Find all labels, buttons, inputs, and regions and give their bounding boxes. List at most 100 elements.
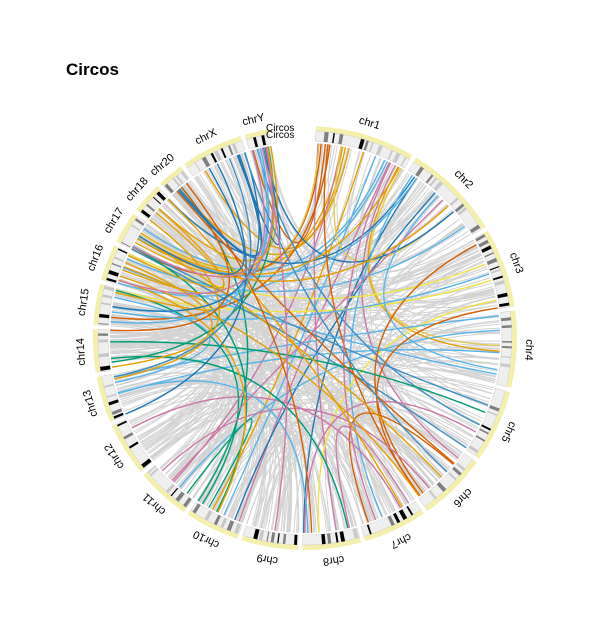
link-colored bbox=[158, 145, 278, 262]
chromosome-label-chr1: chr1 bbox=[357, 115, 381, 133]
ideogram-band bbox=[501, 340, 512, 343]
ideogram-band bbox=[400, 156, 407, 167]
link-grey bbox=[246, 417, 442, 525]
link-colored bbox=[111, 355, 349, 529]
link-colored bbox=[131, 396, 402, 509]
link-colored bbox=[167, 176, 416, 265]
ideogram-band bbox=[232, 143, 239, 154]
chromosome-label-chr10: chr10 bbox=[191, 528, 221, 551]
link-colored bbox=[383, 195, 498, 371]
ideogram-band bbox=[323, 131, 329, 143]
chromosome-label-chr2: chr2 bbox=[452, 168, 476, 192]
chromosome-label-chr5: chr5 bbox=[499, 420, 519, 444]
ideogram-band bbox=[131, 224, 141, 232]
ideogram-band bbox=[113, 412, 124, 419]
link-colored bbox=[138, 167, 245, 275]
link-colored bbox=[113, 315, 499, 378]
link-colored bbox=[110, 341, 486, 414]
link-grey bbox=[122, 267, 355, 527]
ideogram-band bbox=[183, 497, 192, 508]
ideogram-band bbox=[335, 532, 339, 543]
ideogram-band bbox=[108, 399, 119, 406]
link-colored bbox=[186, 418, 253, 508]
ideogram-band bbox=[234, 523, 242, 534]
ideogram-band bbox=[121, 241, 131, 248]
ideogram-band bbox=[277, 533, 280, 544]
ideogram-band bbox=[436, 481, 447, 492]
ideogram-band bbox=[147, 466, 156, 474]
diagram-title: Circos bbox=[66, 60, 119, 79]
chromosome-label-chr4: chr4 bbox=[522, 339, 535, 361]
ideogram-band bbox=[392, 152, 401, 164]
link-colored bbox=[128, 211, 225, 289]
ideogram-band bbox=[487, 410, 498, 417]
link-colored bbox=[132, 246, 248, 513]
link-grey bbox=[145, 374, 493, 452]
link-colored bbox=[128, 253, 486, 300]
ideogram-band bbox=[486, 257, 498, 266]
ideogram-band bbox=[406, 505, 414, 516]
link-grey bbox=[381, 332, 500, 486]
ideogram-band bbox=[117, 420, 127, 427]
link-grey bbox=[202, 323, 500, 505]
ideogram-band bbox=[332, 132, 335, 144]
link-colored bbox=[261, 147, 289, 531]
link-grey bbox=[123, 261, 485, 302]
link-colored bbox=[139, 143, 320, 271]
chromosome-label-chr13: chr13 bbox=[81, 388, 101, 418]
ideogram-band bbox=[478, 239, 489, 248]
link-colored bbox=[161, 407, 430, 489]
colored-links-layer bbox=[110, 143, 500, 534]
ideogram-band bbox=[164, 183, 174, 194]
link-colored bbox=[113, 158, 252, 378]
link-colored bbox=[368, 167, 500, 347]
ideogram-chr5 bbox=[466, 387, 506, 457]
ideogram-band bbox=[258, 530, 265, 541]
ideogram-band bbox=[425, 174, 434, 184]
ideogram-band bbox=[484, 252, 494, 258]
ideogram-band bbox=[452, 466, 462, 476]
ideogram-band bbox=[266, 531, 270, 542]
ideogram-band bbox=[100, 302, 111, 306]
link-grey bbox=[186, 182, 488, 291]
link-grey bbox=[261, 147, 491, 400]
ideogram-band bbox=[338, 133, 344, 145]
link-grey bbox=[356, 158, 471, 273]
link-colored bbox=[185, 182, 313, 533]
ideogram-glow-chrX bbox=[184, 136, 243, 168]
link-colored bbox=[114, 296, 211, 384]
ideogram-band bbox=[220, 148, 227, 159]
ideogram-ring bbox=[93, 126, 517, 550]
link-colored bbox=[376, 307, 498, 497]
link-grey bbox=[186, 182, 422, 495]
link-grey bbox=[157, 210, 495, 304]
chromosome-label-chr15: chr15 bbox=[76, 288, 92, 317]
link-grey bbox=[114, 294, 498, 320]
ideogram-band bbox=[108, 270, 119, 277]
link-grey bbox=[173, 420, 286, 532]
ideogram-band bbox=[270, 532, 276, 543]
ideogram-band bbox=[128, 441, 139, 449]
link-grey bbox=[352, 180, 422, 516]
chromosome-label-chr8: chr8 bbox=[322, 553, 345, 568]
link-colored bbox=[167, 198, 403, 508]
ideogram-band bbox=[140, 209, 151, 219]
ideogram-band bbox=[98, 339, 109, 343]
ideogram-glow-chr12 bbox=[112, 423, 145, 472]
link-grey bbox=[254, 361, 499, 527]
ideogram-glow-chr13 bbox=[96, 376, 115, 422]
ideogram-band bbox=[149, 468, 159, 477]
ideogram-band bbox=[172, 177, 181, 187]
ideogram-band bbox=[479, 428, 489, 435]
ideogram-band bbox=[501, 345, 512, 349]
ideogram-glow-chr17 bbox=[116, 213, 138, 244]
link-grey bbox=[151, 174, 413, 460]
ideogram-band bbox=[117, 248, 128, 254]
ideogram-band bbox=[489, 265, 500, 271]
ideogram-band bbox=[100, 365, 111, 371]
link-colored bbox=[118, 279, 247, 513]
link-grey bbox=[381, 314, 499, 485]
ideogram-band bbox=[152, 196, 161, 205]
ideogram-band bbox=[194, 162, 201, 172]
link-colored bbox=[178, 154, 263, 257]
